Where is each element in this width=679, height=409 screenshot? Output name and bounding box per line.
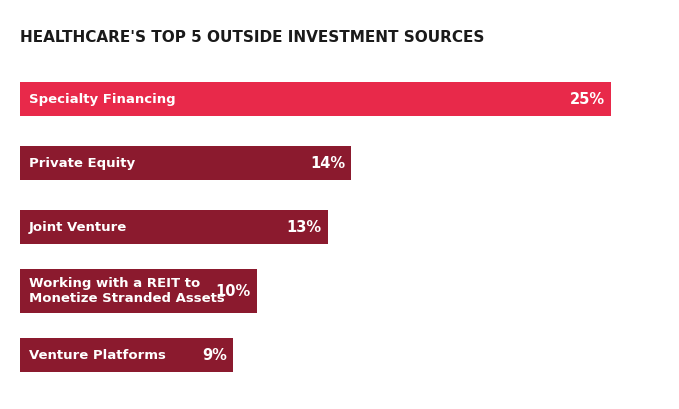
Text: 10%: 10% [216, 283, 251, 299]
Text: HEALTHCARE'S TOP 5 OUTSIDE INVESTMENT SOURCES: HEALTHCARE'S TOP 5 OUTSIDE INVESTMENT SO… [20, 29, 485, 45]
Text: Venture Platforms: Venture Platforms [29, 348, 166, 362]
Text: Joint Venture: Joint Venture [29, 220, 127, 234]
Bar [20, 270, 257, 313]
Text: 25%: 25% [570, 92, 606, 107]
Bar [20, 146, 351, 180]
Bar [20, 211, 328, 244]
Text: Private Equity: Private Equity [29, 157, 134, 170]
Text: 14%: 14% [310, 155, 346, 171]
Bar [20, 82, 611, 116]
Text: Working with a REIT to
Monetize Stranded Assets: Working with a REIT to Monetize Stranded… [29, 277, 224, 305]
Text: 13%: 13% [287, 220, 322, 235]
Text: 9%: 9% [202, 348, 227, 363]
Bar [20, 339, 233, 372]
Text: Specialty Financing: Specialty Financing [29, 92, 175, 106]
